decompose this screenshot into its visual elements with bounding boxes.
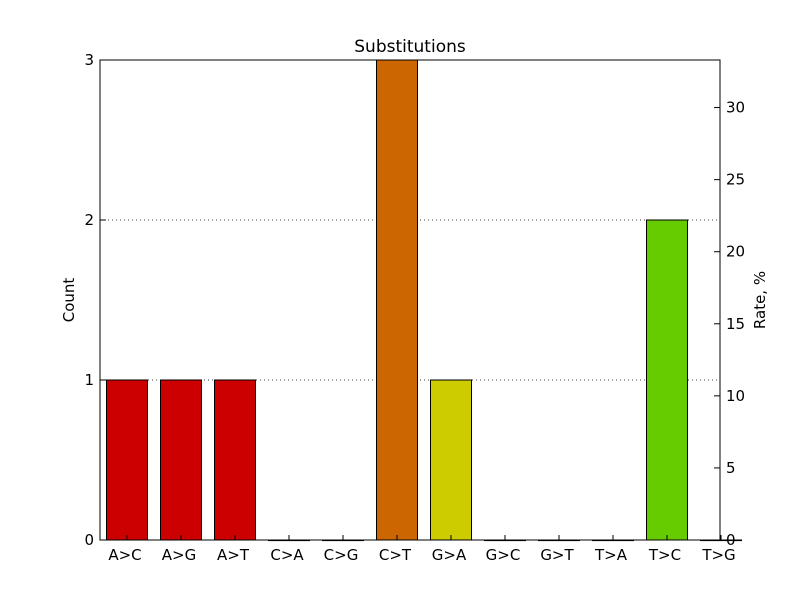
x-axis-ticks: A>C A>G A>T C>A C>G C>T G>A G>C G>T T>A T>C T>G [108,535,736,564]
chart-title: Substitutions [354,37,466,57]
right-tick-label: 15 [726,315,745,333]
bar-G>A [430,379,472,541]
plot-frame [99,59,721,541]
x-tick-label: C>T [379,546,412,564]
right-tick-label: 5 [726,459,736,477]
right-axis-ticks: 0 5 10 15 20 25 30 [714,99,745,549]
right-tick-label: 20 [726,243,745,261]
bars [106,59,742,542]
right-tick-label: 25 [726,171,745,189]
right-axis-label: Rate, % [751,271,769,329]
right-tick-label: 30 [726,99,745,117]
x-tick-label: T>C [648,546,681,564]
x-tick-label: G>A [432,546,467,564]
bar-A>T [214,379,256,541]
left-tick-label: 1 [84,371,94,389]
bar-T>C [646,219,688,541]
x-tick-label: G>C [486,546,521,564]
x-tick-label: G>T [540,546,574,564]
left-axis-ticks: 0 1 2 3 [84,51,106,549]
left-tick-label: 2 [84,211,94,229]
right-tick-label: 10 [726,387,745,405]
x-tick-label: A>C [108,546,141,564]
x-tick-label: C>A [270,546,304,564]
right-tick-label: 0 [726,531,736,549]
left-axis-label: Count [60,278,78,323]
left-tick-label: 0 [84,531,94,549]
grid-lines [100,219,720,381]
left-tick-label: 3 [84,51,94,69]
x-tick-label: T>A [594,546,628,564]
bar-A>G [160,379,202,541]
x-tick-label: T>G [701,546,735,564]
x-tick-label: C>G [324,546,359,564]
x-tick-label: A>G [162,546,196,564]
bar-C>T [376,59,418,541]
x-tick-label: A>T [217,546,250,564]
bar-A>C [106,379,148,541]
